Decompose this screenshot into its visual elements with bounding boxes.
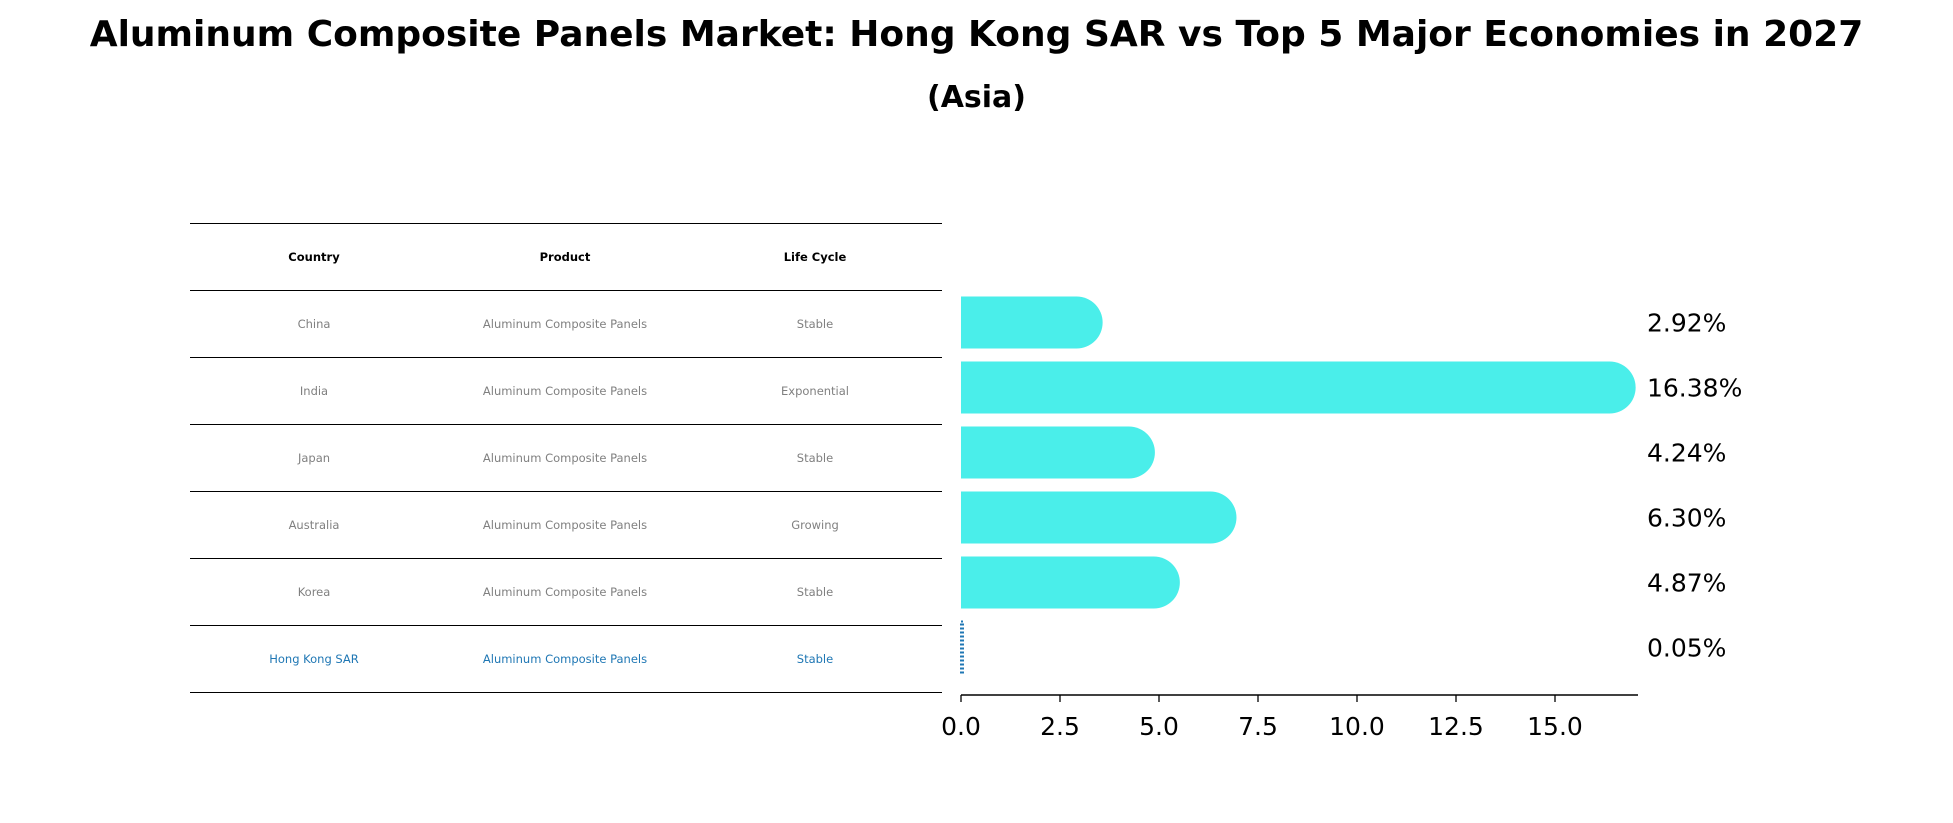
table-cell: Korea — [297, 584, 331, 599]
bar-cap — [1127, 556, 1180, 609]
table-header-cell: Life Cycle — [783, 249, 847, 264]
bar-cap — [1184, 491, 1237, 544]
x-tick-label: 15.0 — [1527, 712, 1583, 741]
bar-value-label: 16.38% — [1647, 374, 1742, 403]
table-cell: Aluminum Composite Panels — [482, 316, 648, 331]
table-cell: Aluminum Composite Panels — [482, 383, 648, 398]
bar-cap — [1583, 361, 1636, 414]
table-rule — [190, 223, 942, 224]
table-rule — [190, 290, 942, 291]
table-cell: Exponential — [780, 383, 850, 398]
bar — [961, 426, 1129, 479]
bar-cap — [1050, 296, 1103, 349]
table-cell: Stable — [796, 651, 834, 666]
bar-value-label: 2.92% — [1647, 309, 1726, 338]
table-cell: Stable — [796, 584, 834, 599]
table-cell: Australia — [288, 517, 340, 532]
x-tick-label: 0.0 — [941, 712, 981, 741]
table-rule — [190, 357, 942, 358]
x-tick-label: 7.5 — [1238, 712, 1278, 741]
table-cell: Aluminum Composite Panels — [482, 517, 648, 532]
table-cell: Aluminum Composite Panels — [482, 450, 648, 465]
table-rule — [190, 424, 942, 425]
x-tick-label: 10.0 — [1329, 712, 1385, 741]
x-tick-label: 5.0 — [1139, 712, 1179, 741]
table-rule — [190, 625, 942, 626]
table-cell: Growing — [791, 517, 839, 532]
table-rule — [190, 692, 942, 693]
table-rule — [190, 558, 942, 559]
table-header-cell: Product — [539, 249, 591, 264]
bar — [961, 361, 1610, 414]
table-rule — [190, 491, 942, 492]
bar-cap — [1102, 426, 1155, 479]
bar-value-label: 6.30% — [1647, 504, 1726, 533]
table-cell: China — [297, 316, 331, 331]
bar-value-label: 4.87% — [1647, 569, 1726, 598]
table-cell: Stable — [796, 450, 834, 465]
table-header-cell: Country — [288, 249, 340, 264]
bar-highlight — [960, 620, 964, 675]
table-cell: Stable — [796, 316, 834, 331]
chart-subtitle: (Asia) — [926, 80, 1027, 115]
table-cell: India — [299, 383, 329, 398]
table-cell: Hong Kong SAR — [269, 651, 359, 666]
bar-value-label: 0.05% — [1647, 634, 1726, 663]
x-tick-label: 12.5 — [1428, 712, 1484, 741]
table-cell: Japan — [297, 450, 331, 465]
bar-value-label: 4.24% — [1647, 439, 1726, 468]
table-cell: Aluminum Composite Panels — [482, 651, 648, 666]
x-tick-label: 2.5 — [1040, 712, 1080, 741]
chart-title: Aluminum Composite Panels Market: Hong K… — [89, 14, 1864, 55]
table-cell: Aluminum Composite Panels — [482, 584, 648, 599]
bar — [961, 491, 1211, 544]
bar — [961, 556, 1154, 609]
